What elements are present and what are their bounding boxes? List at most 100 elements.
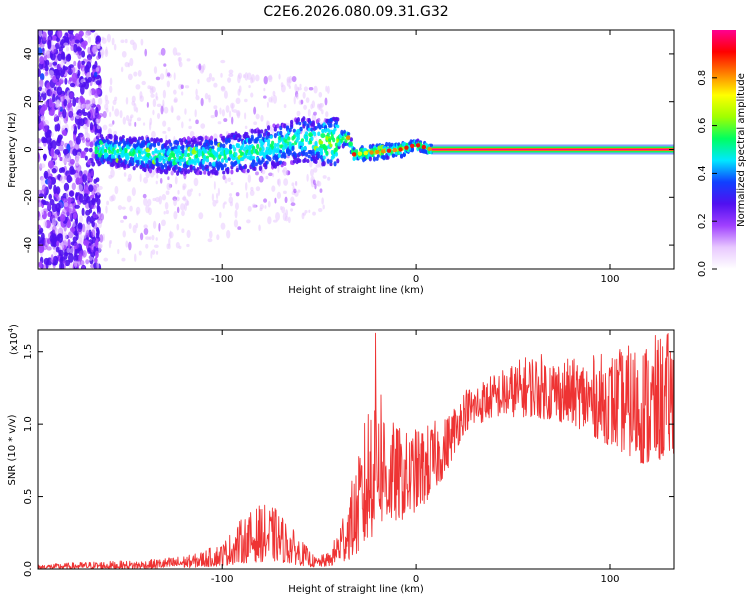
spectrogram-cell [199,140,203,146]
spectrogram-cell [260,129,264,134]
spectrogram-cell [253,106,257,115]
spectrogram-cell [293,96,296,105]
spectrogram-cell [100,213,105,221]
spectrogram-cell [318,91,323,98]
spectrogram-cell [261,158,265,163]
spectrogram-cell [228,69,234,74]
spectrogram-cell [248,155,254,161]
spectrogram-cell [97,185,103,190]
spectrogram-cell [102,124,108,131]
spectrogram-cell [92,45,98,55]
spectrogram-cell [67,196,72,203]
spectrogram-cell [227,77,232,83]
spectrogram-cell [303,86,309,92]
spectrogram-cell [109,111,112,118]
spectrogram-cell [139,173,142,183]
spectrogram-cell [104,148,108,153]
spectrogram-cell [303,157,307,163]
spectrogram-cell [123,215,128,220]
spectrogram-cell [117,205,123,211]
spectrogram-cell [380,149,386,154]
spectrogram-cell [291,75,297,83]
spectrogram-cell [157,162,161,167]
spectrogram-cell [290,122,294,128]
spectrogram-cell [130,114,134,119]
spectrogram-cell [208,72,213,79]
spectrogram-cell [184,152,188,158]
spectrogram-cell [92,213,98,219]
spectrogram-cell [82,124,89,129]
spectrogram-cell [148,236,152,240]
spectrogram-cell [124,147,128,153]
spectrogram-cell [145,147,151,153]
spectrogram-cell [155,250,159,255]
spectrogram-cell [57,53,63,62]
spectrogram-cell [259,207,263,212]
spectrogram-cell [96,124,101,130]
spectrogram-cell [230,181,234,186]
spectrogram-cell [75,177,81,185]
spectrogram-cell [294,152,298,159]
spectrogram-cell [205,164,210,169]
spectrogram-cell [190,159,195,165]
spectrogram-cell [255,171,259,176]
figure-title: C2E6.2026.080.09.31.G32 [263,4,448,20]
spectrogram-cell [111,105,114,112]
spectrogram-cell [140,150,144,155]
spectrogram-cell [276,142,280,148]
spectrogram-cell [234,209,238,219]
spectrogram-chart: -100 0 100 -40 -20 0 20 40 Height of straight l… [7,29,675,296]
spectrogram-cell [81,265,86,269]
spectrogram-cell [73,125,78,135]
spectrogram-cell [255,186,261,192]
spectrogram-cell [98,112,104,118]
spectrogram-cell [97,43,101,50]
spectrogram-cell [236,110,241,117]
spectrogram-cell [95,227,100,233]
spectrogram-cell [79,215,83,224]
spectrogram-cell [267,200,271,208]
spectrogram-cell [250,136,254,141]
spectrogram-cell [322,155,326,160]
spectrogram-cell [248,84,251,89]
spectrogram-cell [64,77,68,85]
spectrogram-cell [231,103,234,113]
spectrogram-cell [222,143,226,149]
spectrogram-cell [318,124,322,130]
snr-xtick-label: 0 [413,574,419,585]
spectrogram-cell [296,133,301,138]
spectrogram-cell [225,105,230,113]
spectrogram-cell [150,93,155,98]
spectrogram-cell [336,158,340,164]
spectrogram-cell [86,132,91,141]
spectrogram-cell [62,232,68,242]
spectrogram-cell [38,243,44,248]
spectrogram-cell [62,155,68,164]
spectrogram-cell [158,166,162,171]
spectrogram-cell [238,134,242,139]
spectrogram-cell [113,149,117,155]
spectrogram-cell [291,182,295,187]
spectrogram-cell [69,227,76,233]
spectrogram-cell [213,180,216,190]
spectrogram-cell [121,50,127,58]
spectrogram-cell [156,103,162,108]
spectrogram-cell [128,122,132,127]
spectrogram-cell [315,164,320,168]
spectrogram-cell [313,156,317,161]
spectrogram-cell [220,165,225,171]
spectrogram-cell [165,139,169,146]
spectrogram-cell [154,147,158,153]
spectrogram-cell [174,164,178,170]
spectrogram-cell [73,60,77,67]
spectrogram-cell [39,56,45,65]
spectrogram-cell [61,129,67,136]
spectrogram-cell [186,243,190,248]
spectrogram-cell [300,138,305,143]
spectrogram-cell [293,188,297,194]
spectrogram-cell [50,147,55,158]
spectrogram-cell [244,112,247,120]
spectrogram-cell [61,167,66,173]
spectrogram-cell [56,86,63,96]
spectrogram-cell [45,59,50,66]
